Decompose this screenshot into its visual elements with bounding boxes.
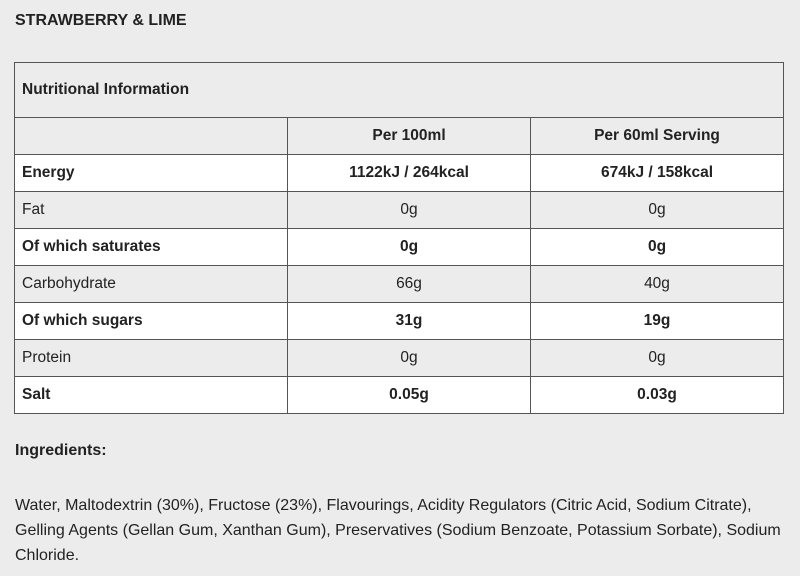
column-header: Per 60ml Serving <box>530 117 784 155</box>
ingredients-text: Water, Maltodextrin (30%), Fructose (23%… <box>15 497 781 564</box>
row-label: Energy <box>14 154 288 192</box>
row-label: Of which sugars <box>14 302 288 340</box>
cell-value: 0g <box>530 339 784 377</box>
cell-value: 0g <box>287 228 531 266</box>
row-label: Carbohydrate <box>14 265 288 303</box>
cell-value: 0g <box>530 191 784 229</box>
cell-value: 674kJ / 158kcal <box>530 154 784 192</box>
cell-value: 66g <box>287 265 531 303</box>
cell-value: 0.03g <box>530 376 784 414</box>
cell-value: 1122kJ / 264kcal <box>287 154 531 192</box>
table-row: Of which saturates 0g 0g <box>14 228 784 266</box>
table-row: Fat 0g 0g <box>14 191 784 229</box>
table-row: Energy 1122kJ / 264kcal 674kJ / 158kcal <box>14 154 784 192</box>
row-label: Of which saturates <box>14 228 288 266</box>
row-label: Salt <box>14 376 288 414</box>
table-row: Of which sugars 31g 19g <box>14 302 784 340</box>
product-title: STRAWBERRY & LIME <box>15 12 187 29</box>
cell-value: 0g <box>287 339 531 377</box>
table-title: Nutritional Information <box>14 62 784 118</box>
cell-value: 0g <box>530 228 784 266</box>
cell-value: 40g <box>530 265 784 303</box>
table-row: Protein 0g 0g <box>14 339 784 377</box>
column-header <box>14 117 288 155</box>
table-row: Carbohydrate 66g 40g <box>14 265 784 303</box>
nutrition-table: Nutritional Information Per 100ml Per 60m… <box>14 62 784 414</box>
cell-value: 0.05g <box>287 376 531 414</box>
header-row: Per 100ml Per 60ml Serving <box>14 117 784 155</box>
row-label: Fat <box>14 191 288 229</box>
table-row: Salt 0.05g 0.03g <box>14 376 784 414</box>
cell-value: 0g <box>287 191 531 229</box>
cell-value: 19g <box>530 302 784 340</box>
column-header: Per 100ml <box>287 117 531 155</box>
ingredients-heading: Ingredients: <box>15 442 107 459</box>
cell-value: 31g <box>287 302 531 340</box>
row-label: Protein <box>14 339 288 377</box>
